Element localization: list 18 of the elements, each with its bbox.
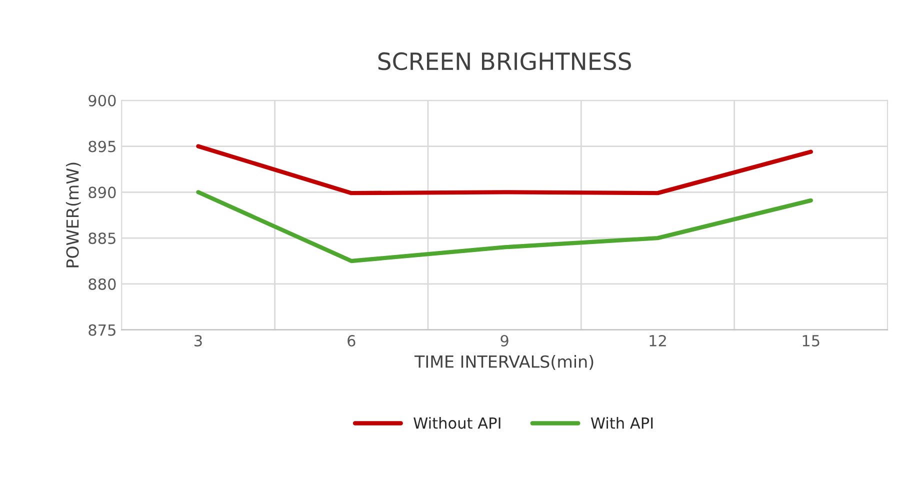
legend-label: With API xyxy=(590,416,653,429)
y-tick-label: 875 xyxy=(88,324,116,336)
x-axis-title: TIME INTERVALS(min) xyxy=(414,355,594,370)
y-tick-label: 885 xyxy=(88,232,116,244)
x-tick-label: 9 xyxy=(500,334,508,347)
x-tick-label: 6 xyxy=(348,334,356,347)
legend-label: Without API xyxy=(414,416,500,429)
x-tick-label: 15 xyxy=(802,335,820,347)
x-tick-label: 12 xyxy=(650,334,666,346)
y-tick-label: 890 xyxy=(88,186,116,198)
x-tick-label: 3 xyxy=(194,334,202,347)
y-tick-label: 880 xyxy=(88,278,116,290)
line-series xyxy=(196,144,813,196)
y-tick-label: 895 xyxy=(88,140,116,152)
line-series xyxy=(196,190,813,264)
chart-title: SCREEN BRIGHTNESS xyxy=(378,52,631,70)
y-axis-title: POWER(mW) xyxy=(66,162,81,268)
y-tick-label: 900 xyxy=(88,94,116,106)
